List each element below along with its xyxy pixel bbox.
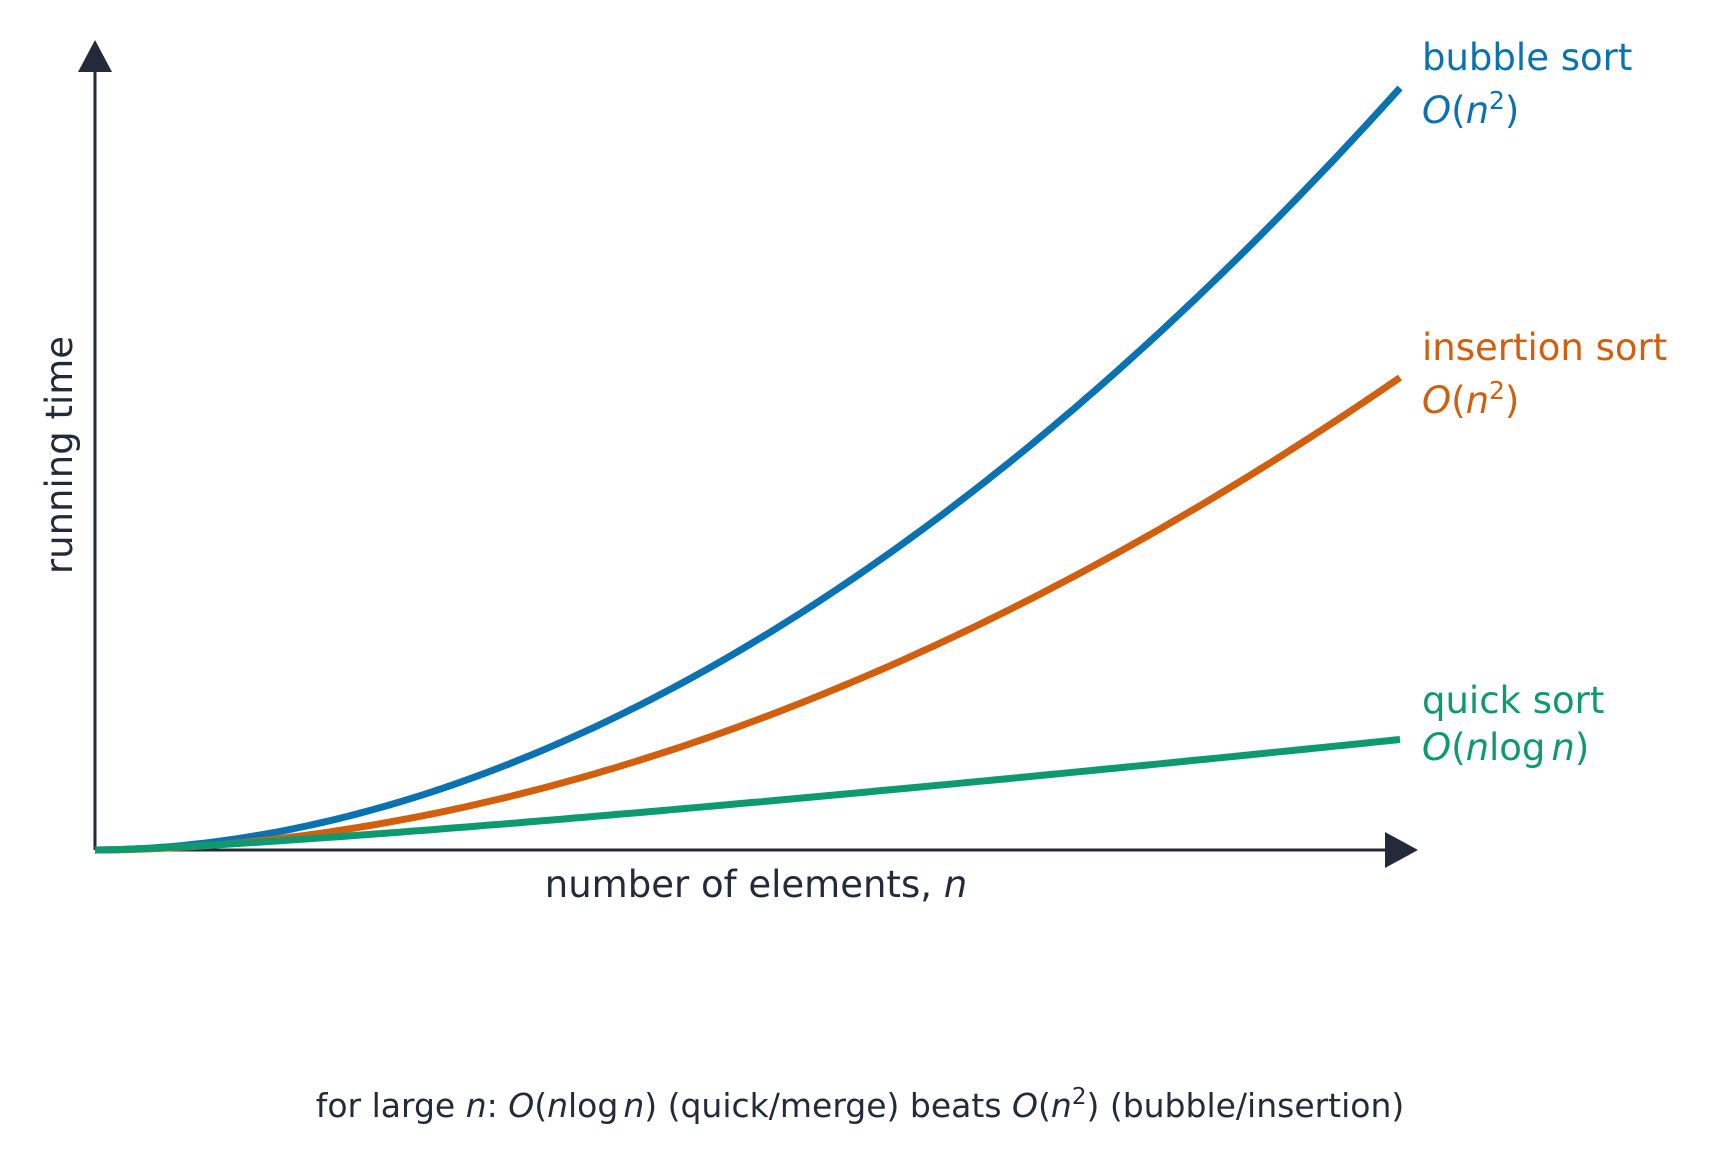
- x-axis-label-var: n: [944, 863, 967, 906]
- insertion-sort-complexity: O(n2): [1422, 376, 1519, 422]
- x-axis-label: number of elements, n: [545, 863, 967, 906]
- y-axis-arrow: [78, 40, 112, 72]
- quick-sort-complexity: O(nlog n): [1422, 726, 1589, 769]
- insertion-sort-label: insertion sort: [1422, 326, 1667, 369]
- quick-sort-label: quick sort: [1422, 679, 1604, 722]
- bubble-sort-curve: [94, 85, 1403, 854]
- x-axis-arrow: [1385, 832, 1418, 868]
- footnote: for large n: O(nlog n) (quick/merge) beat…: [316, 1084, 1405, 1125]
- x-axis-label-text: number of elements,: [545, 863, 944, 906]
- insertion-sort-curve: [94, 374, 1402, 854]
- quick-sort-curve: [94, 736, 1401, 854]
- bubble-sort-label: bubble sort: [1422, 36, 1632, 79]
- y-axis-label: running time: [38, 336, 81, 574]
- bubble-sort-complexity: O(n2): [1422, 86, 1519, 132]
- series-layer: [94, 85, 1403, 854]
